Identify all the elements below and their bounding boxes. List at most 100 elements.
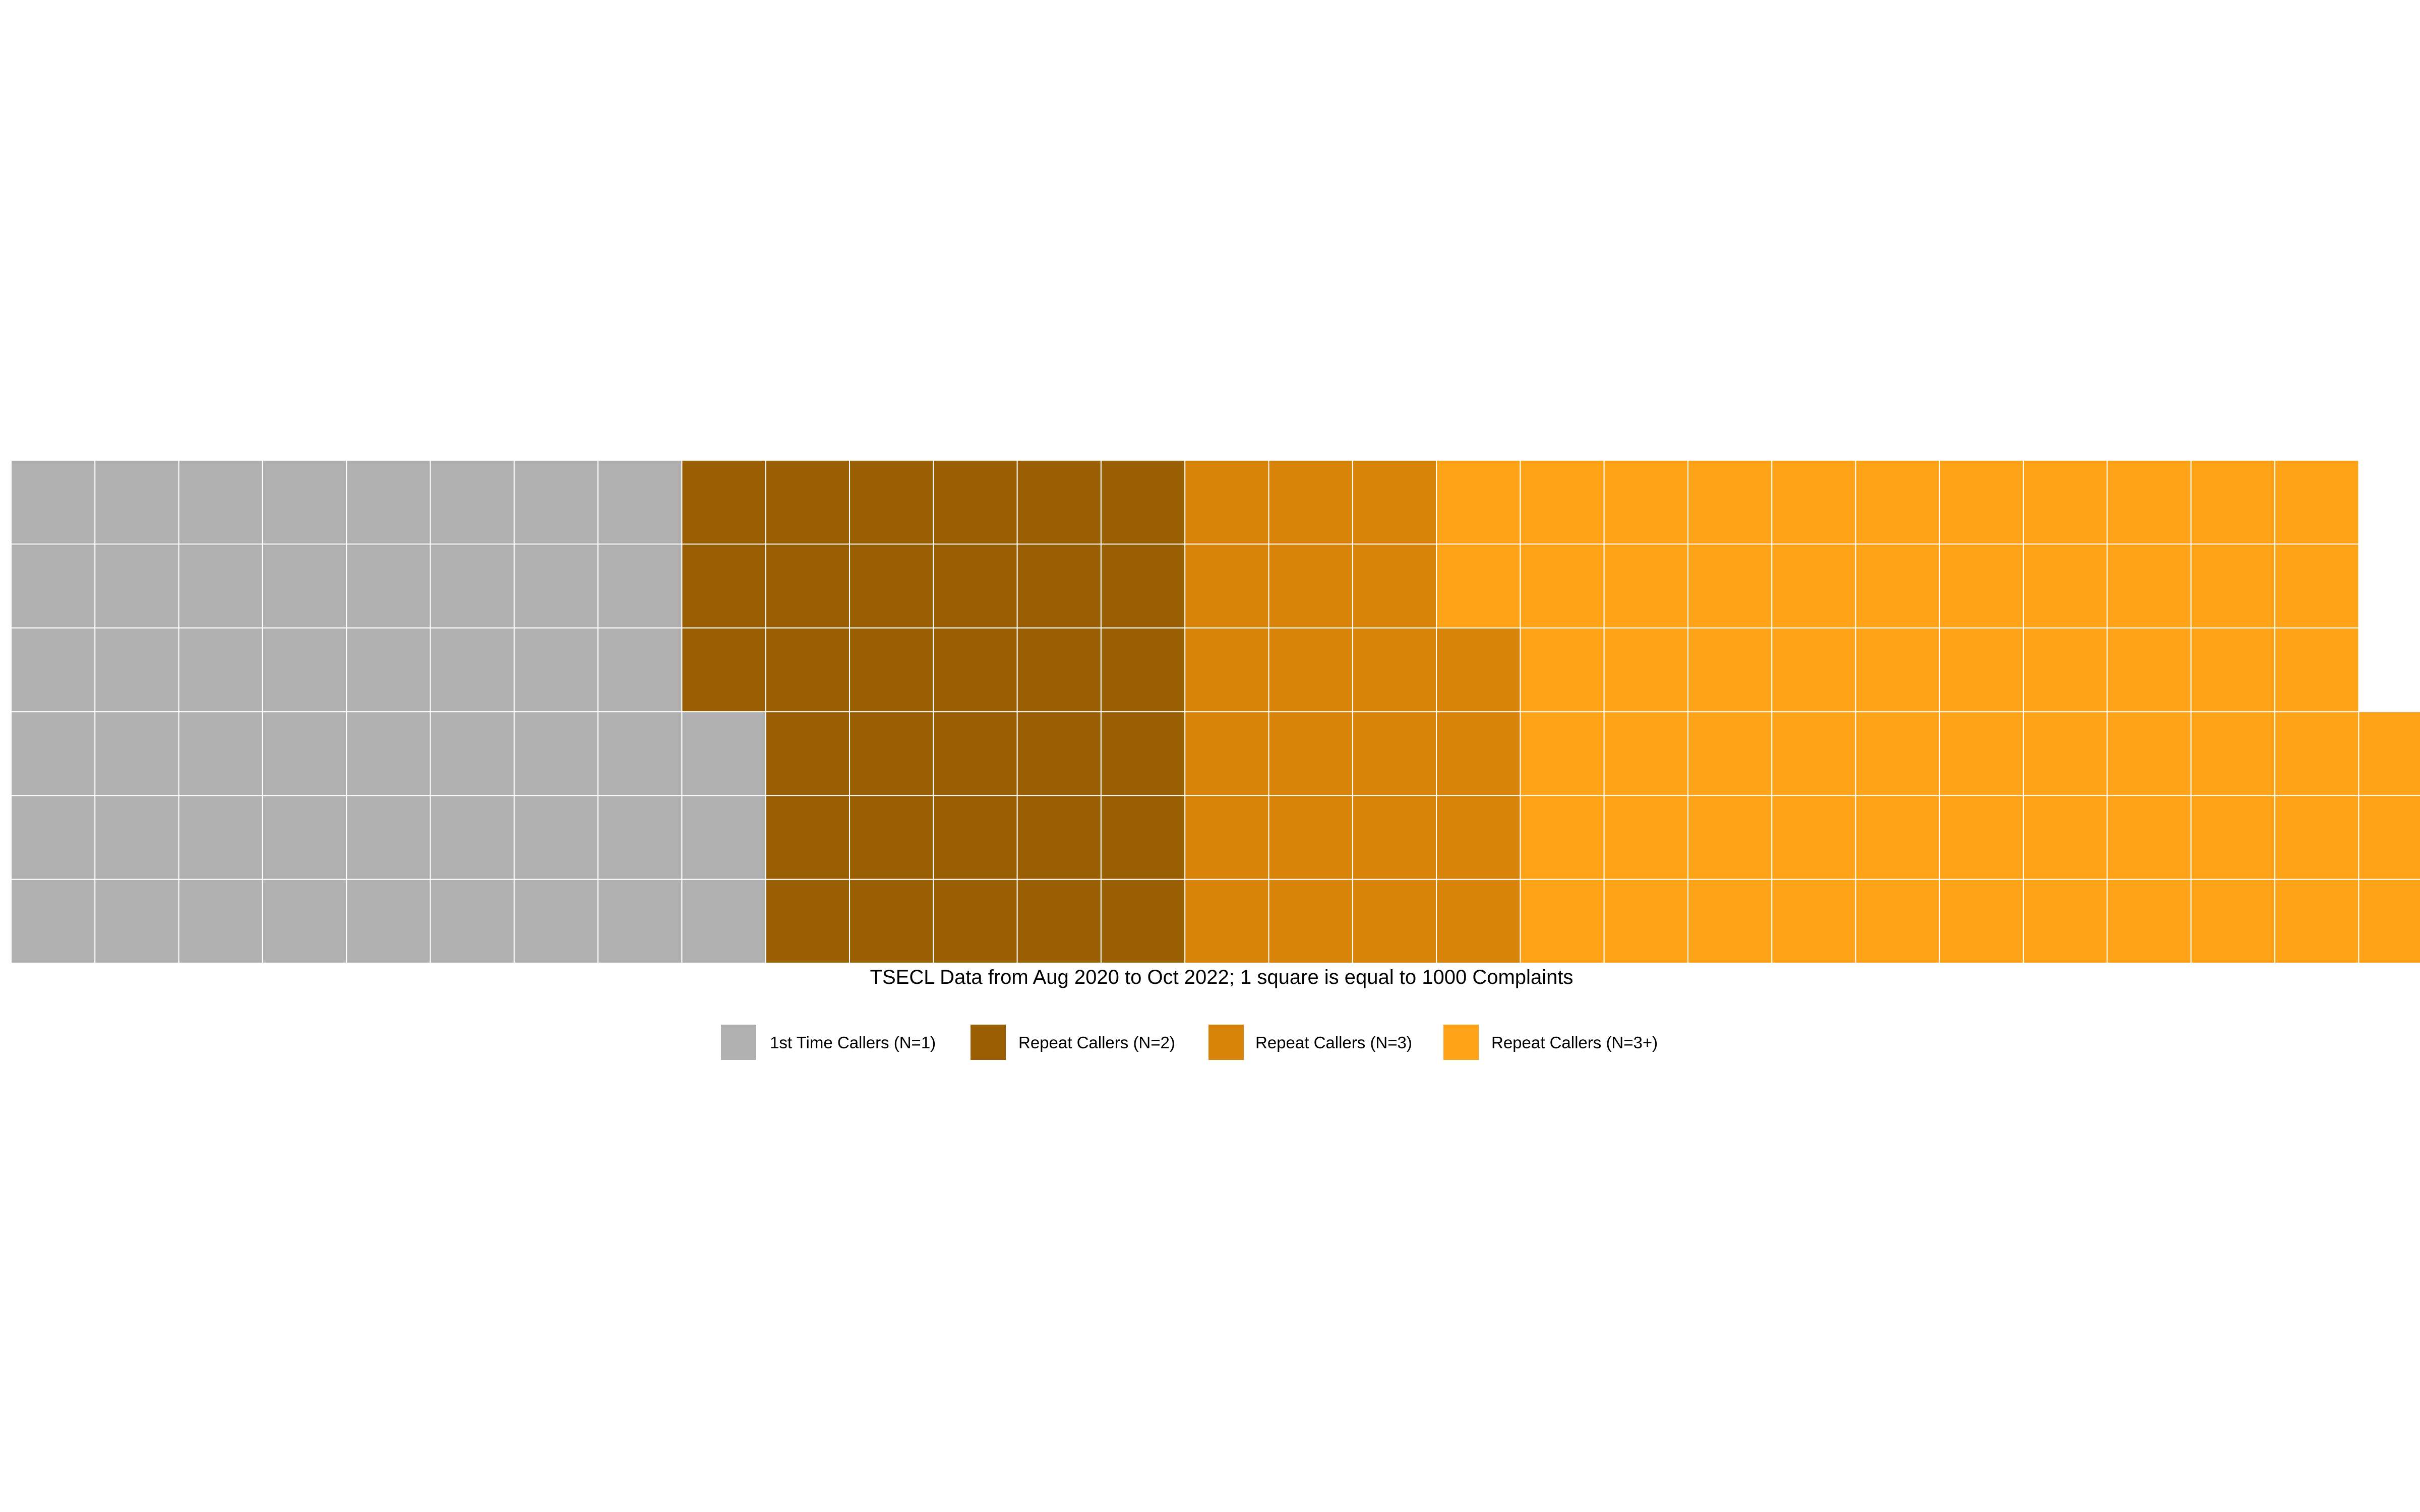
waffle-square-series-0	[11, 711, 96, 796]
waffle-square-series-0	[513, 795, 599, 880]
waffle-square-series-3	[2106, 795, 2192, 880]
waffle-square-series-3	[2190, 795, 2276, 880]
waffle-square-series-3	[1520, 627, 1605, 713]
waffle-square-series-2	[1436, 627, 1521, 713]
legend-label-3: Repeat Callers (N=3+)	[1491, 1033, 1658, 1052]
waffle-square-series-3	[2274, 795, 2360, 880]
chart-caption: TSECL Data from Aug 2020 to Oct 2022; 1 …	[870, 966, 1574, 988]
waffle-square-series-3	[1939, 795, 2024, 880]
waffle-square-series-3	[1855, 543, 1940, 628]
waffle-square-series-1	[933, 878, 1018, 964]
waffle-square-series-1	[1100, 543, 1186, 628]
waffle-square-series-1	[765, 795, 850, 880]
waffle-square-series-1	[1100, 627, 1186, 713]
waffle-square-series-3	[1855, 627, 1940, 713]
waffle-square-series-3	[1771, 878, 1856, 964]
waffle-square-series-0	[681, 878, 766, 964]
waffle-square-series-3	[2358, 878, 2420, 964]
waffle-square-series-3	[1855, 795, 1940, 880]
waffle-square-series-0	[262, 543, 347, 628]
waffle-square-series-3	[2023, 878, 2108, 964]
waffle-square-series-3	[2190, 543, 2276, 628]
waffle-square-series-3	[1855, 711, 1940, 796]
waffle-square-series-2	[1436, 795, 1521, 880]
waffle-square-series-3	[1687, 711, 1773, 796]
waffle-square-series-2	[1352, 543, 1437, 628]
waffle-square-series-1	[849, 795, 934, 880]
waffle-square-series-3	[1771, 711, 1856, 796]
waffle-square-series-1	[681, 627, 766, 713]
legend-key-0	[721, 1025, 756, 1060]
waffle-square-series-1	[849, 878, 934, 964]
waffle-square-series-3	[1687, 627, 1773, 713]
waffle-square-series-3	[1603, 878, 1688, 964]
waffle-square-series-0	[178, 878, 263, 964]
waffle-square-series-1	[765, 460, 850, 545]
waffle-square-series-3	[2106, 878, 2192, 964]
waffle-square-series-0	[430, 878, 515, 964]
waffle-square-series-1	[1100, 878, 1186, 964]
waffle-square-series-2	[1184, 878, 1269, 964]
waffle-square-series-1	[849, 711, 934, 796]
waffle-square-series-3	[1771, 795, 1856, 880]
waffle-square-series-3	[1939, 627, 2024, 713]
waffle-square-series-2	[1268, 711, 1353, 796]
legend: 1st Time Callers (N=1) Repeat Callers (N=…	[721, 1025, 1658, 1060]
waffle-square-series-0	[94, 460, 179, 545]
waffle-square-series-0	[597, 460, 683, 545]
waffle-square-series-1	[681, 543, 766, 628]
waffle-square-series-3	[1939, 878, 2024, 964]
waffle-square-series-1	[849, 460, 934, 545]
waffle-square-series-3	[2023, 543, 2108, 628]
waffle-square-series-2	[1184, 795, 1269, 880]
waffle-square-series-1	[1100, 460, 1186, 545]
waffle-square-series-0	[597, 711, 683, 796]
waffle-square-series-3	[2106, 543, 2192, 628]
waffle-square-series-0	[262, 460, 347, 545]
waffle-square-series-3	[2274, 460, 2360, 545]
waffle-square-series-0	[681, 711, 766, 796]
waffle-square-series-0	[262, 878, 347, 964]
waffle-square-series-3	[1855, 460, 1940, 545]
waffle-square-series-3	[1603, 795, 1688, 880]
waffle-square-series-0	[513, 627, 599, 713]
waffle-square-series-1	[933, 627, 1018, 713]
waffle-square-series-2	[1352, 711, 1437, 796]
waffle-square-series-3	[1855, 878, 1940, 964]
waffle-square-series-1	[1100, 795, 1186, 880]
waffle-square-series-2	[1184, 460, 1269, 545]
waffle-square-series-3	[1771, 543, 1856, 628]
waffle-square-series-3	[2190, 460, 2276, 545]
waffle-square-series-2	[1268, 878, 1353, 964]
waffle-square-series-1	[1016, 627, 1102, 713]
waffle-square-series-3	[1520, 795, 1605, 880]
waffle-square-series-0	[262, 711, 347, 796]
waffle-square-series-1	[1016, 711, 1102, 796]
legend-label-2: Repeat Callers (N=3)	[1255, 1033, 1412, 1052]
waffle-square-series-0	[94, 795, 179, 880]
waffle-square-series-3	[2023, 460, 2108, 545]
waffle-square-series-0	[681, 795, 766, 880]
waffle-square-series-3	[1939, 460, 2024, 545]
waffle-square-series-1	[1016, 878, 1102, 964]
waffle-square-series-0	[346, 795, 431, 880]
waffle-square-series-3	[2274, 711, 2360, 796]
waffle-square-series-3	[2106, 627, 2192, 713]
waffle-square-series-3	[1520, 460, 1605, 545]
waffle-square-series-3	[2190, 878, 2276, 964]
legend-label-1: Repeat Callers (N=2)	[1018, 1033, 1175, 1052]
waffle-square-series-3	[1436, 543, 1521, 628]
waffle-square-series-0	[178, 627, 263, 713]
waffle-square-series-3	[1771, 460, 1856, 545]
waffle-square-series-3	[1687, 878, 1773, 964]
waffle-square-series-3	[2358, 795, 2420, 880]
waffle-square-series-2	[1352, 795, 1437, 880]
waffle-square-series-0	[346, 460, 431, 545]
waffle-square-series-0	[430, 711, 515, 796]
waffle-square-series-3	[2274, 543, 2360, 628]
legend-label-0: 1st Time Callers (N=1)	[770, 1033, 936, 1052]
waffle-square-series-3	[2023, 711, 2108, 796]
waffle-square-series-0	[178, 460, 263, 545]
waffle-square-series-0	[597, 627, 683, 713]
